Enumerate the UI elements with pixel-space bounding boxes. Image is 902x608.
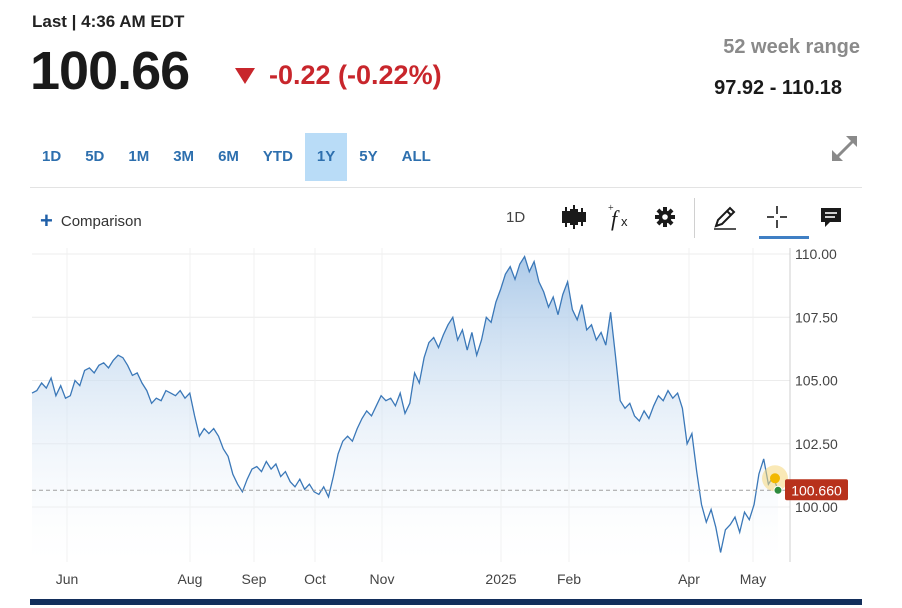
tab-6m[interactable]: 6M [218,148,239,165]
tab-1m[interactable]: 1M [128,148,150,165]
x-tick-label: 2025 [485,571,516,587]
expand-icon[interactable] [828,132,862,166]
price-change-value: -0.22 (-0.22%) [269,60,442,90]
last-price-tag-label: 100.660 [791,482,842,498]
y-tick-label: 110.00 [795,246,837,262]
tab-ytd[interactable]: YTD [262,148,293,165]
svg-text:+: + [608,203,614,214]
last-price-dot-highlight [770,473,780,484]
y-tick-label: 102.50 [795,436,838,452]
time-range-tabs: 1D 5D 1M 3M 6M YTD 1Y 5Y ALL [30,133,443,181]
last-price-dot [773,485,783,495]
x-tick-label: Sep [242,571,267,587]
comparison-label: Comparison [60,212,142,230]
range-value: 97.92 - 110.18 [714,77,842,99]
function-icon[interactable]: + f x [606,203,634,231]
tab-5y[interactable]: 5Y [359,148,378,165]
down-arrow-icon [235,67,255,84]
divider [30,187,862,188]
last-price: 100.66 [30,41,190,101]
tab-5d[interactable]: 5D [85,148,105,165]
y-tick-label: 100.00 [795,499,838,515]
y-tick-label: 107.50 [795,309,838,325]
y-tick-label: 105.00 [795,373,838,389]
x-tick-label: May [740,571,766,587]
x-tick-label: Nov [370,571,395,587]
price-change: -0.22 (-0.22%) [235,60,442,91]
tab-all[interactable]: ALL [401,148,431,165]
crosshair-active-indicator [759,236,809,239]
comparison-button[interactable]: + Comparison [40,210,142,232]
x-tick-label: Apr [678,571,700,587]
bottom-bar [30,599,862,605]
pencil-icon[interactable] [711,203,739,231]
svg-text:f: f [611,206,620,231]
last-price-tag [785,479,848,501]
x-tick-label: Feb [557,571,581,587]
plus-icon: + [40,208,53,233]
x-tick-label: Jun [56,571,79,587]
series-area [32,256,778,562]
comment-icon[interactable] [818,203,844,231]
series-line [31,254,779,553]
crosshair-icon[interactable] [764,203,790,231]
x-tick-label: Aug [178,571,203,587]
toolbar-divider [694,198,695,238]
candlestick-icon[interactable] [561,203,587,231]
x-tick-label: Oct [304,571,326,587]
tab-1d[interactable]: 1D [42,148,62,165]
interval-select[interactable]: 1D [506,208,526,226]
last-update-label: Last | 4:36 AM EDT [32,12,185,31]
gear-icon[interactable] [654,203,676,231]
svg-text:x: x [621,214,628,229]
tab-3m[interactable]: 3M [173,148,195,165]
tab-1y[interactable]: 1Y [304,133,348,181]
range-label: 52 week range [723,36,860,58]
